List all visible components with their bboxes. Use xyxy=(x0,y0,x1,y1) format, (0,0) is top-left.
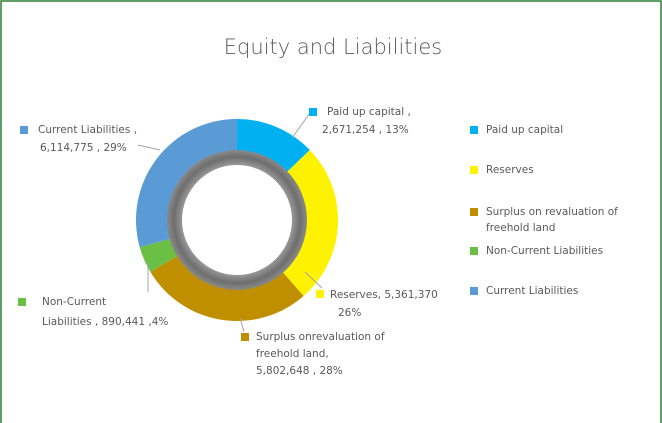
data-label: freehold land, xyxy=(256,348,329,360)
label-marker xyxy=(309,108,317,116)
label-marker xyxy=(241,333,249,341)
data-label: 5,802,648 , 28% xyxy=(256,365,343,377)
data-label: 6,114,775 , 29% xyxy=(40,142,127,154)
data-label: Paid up capital , xyxy=(327,106,411,118)
chart-title: Equity and Liabilities xyxy=(224,35,442,59)
label-marker xyxy=(316,290,324,298)
legend-label: Paid up capital xyxy=(486,124,563,136)
legend-swatch xyxy=(470,126,478,134)
data-label: Surplus onrevaluation of xyxy=(256,331,385,343)
legend-label: Surplus on revaluation of freehold land xyxy=(486,206,618,234)
label-marker xyxy=(20,126,28,134)
legend-swatch xyxy=(470,287,478,295)
slice xyxy=(237,119,310,173)
data-label: 2,671,254 , 13% xyxy=(322,124,409,136)
data-label: Non-Current xyxy=(42,296,106,308)
hole xyxy=(182,165,292,275)
data-label: Reserves, 5,361,370 xyxy=(330,289,438,301)
data-label: 26% xyxy=(338,307,361,319)
legend-swatch xyxy=(470,208,478,216)
legend-label: Non-Current Liabilities xyxy=(486,245,603,257)
slice xyxy=(136,119,237,248)
legend-swatch xyxy=(470,247,478,255)
legend-swatch xyxy=(470,166,478,174)
leader-lines xyxy=(137,112,323,333)
legend-label: Current Liabilities xyxy=(486,285,578,297)
data-label: Liabilities , 890,441 ,4% xyxy=(42,316,168,328)
legend-label: Reserves xyxy=(486,164,534,176)
data-label: Current Liabilities , xyxy=(38,124,137,136)
slice xyxy=(139,238,179,273)
slice xyxy=(281,150,338,296)
label-marker xyxy=(18,298,26,306)
